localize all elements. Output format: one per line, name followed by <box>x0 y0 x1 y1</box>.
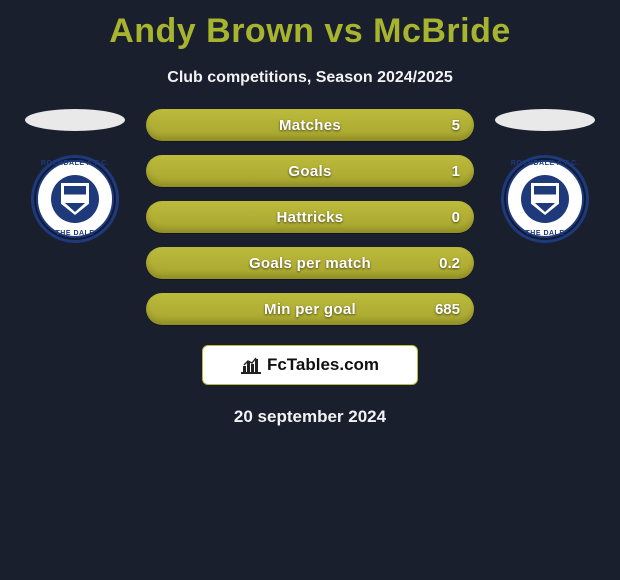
crest-shield-icon <box>61 183 89 215</box>
stat-value: 0.2 <box>439 255 460 272</box>
stat-label: Goals per match <box>249 255 371 272</box>
player-left-column: ROCHDALE A.F.C. THE DALE <box>20 109 130 243</box>
crest-inner <box>51 175 99 223</box>
crest-text-top: ROCHDALE A.F.C. <box>511 160 579 167</box>
stat-value: 5 <box>452 117 460 134</box>
stat-bar-matches: Matches 5 <box>146 109 474 141</box>
stat-value: 1 <box>452 163 460 180</box>
crest-text-bottom: THE DALE <box>56 230 95 237</box>
stat-bar-hattricks: Hattricks 0 <box>146 201 474 233</box>
stat-value: 0 <box>452 209 460 226</box>
bar-chart-icon <box>241 356 261 374</box>
stat-label: Hattricks <box>277 209 344 226</box>
stat-label: Min per goal <box>264 301 356 318</box>
stat-label: Goals <box>288 163 331 180</box>
stats-bars: Matches 5 Goals 1 Hattricks 0 Goals per … <box>130 109 490 325</box>
stat-value: 685 <box>435 301 460 318</box>
stat-label: Matches <box>279 117 341 134</box>
site-name: FcTables.com <box>267 355 379 375</box>
crest-text-top: ROCHDALE A.F.C. <box>41 160 109 167</box>
crest-inner <box>521 175 569 223</box>
club-crest-left: ROCHDALE A.F.C. THE DALE <box>31 155 119 243</box>
player-right-column: ROCHDALE A.F.C. THE DALE <box>490 109 600 243</box>
page-subtitle: Club competitions, Season 2024/2025 <box>0 69 620 87</box>
date-label: 20 september 2024 <box>0 407 620 427</box>
player-right-ellipse <box>495 109 595 131</box>
stat-bar-min-per-goal: Min per goal 685 <box>146 293 474 325</box>
stat-bar-goals-per-match: Goals per match 0.2 <box>146 247 474 279</box>
crest-shield-icon <box>531 183 559 215</box>
site-badge[interactable]: FcTables.com <box>202 345 418 385</box>
crest-text-bottom: THE DALE <box>526 230 565 237</box>
player-left-ellipse <box>25 109 125 131</box>
stat-bar-goals: Goals 1 <box>146 155 474 187</box>
club-crest-right: ROCHDALE A.F.C. THE DALE <box>501 155 589 243</box>
main-layout: ROCHDALE A.F.C. THE DALE Matches 5 Goals… <box>0 109 620 325</box>
page-title: Andy Brown vs McBride <box>0 0 620 51</box>
